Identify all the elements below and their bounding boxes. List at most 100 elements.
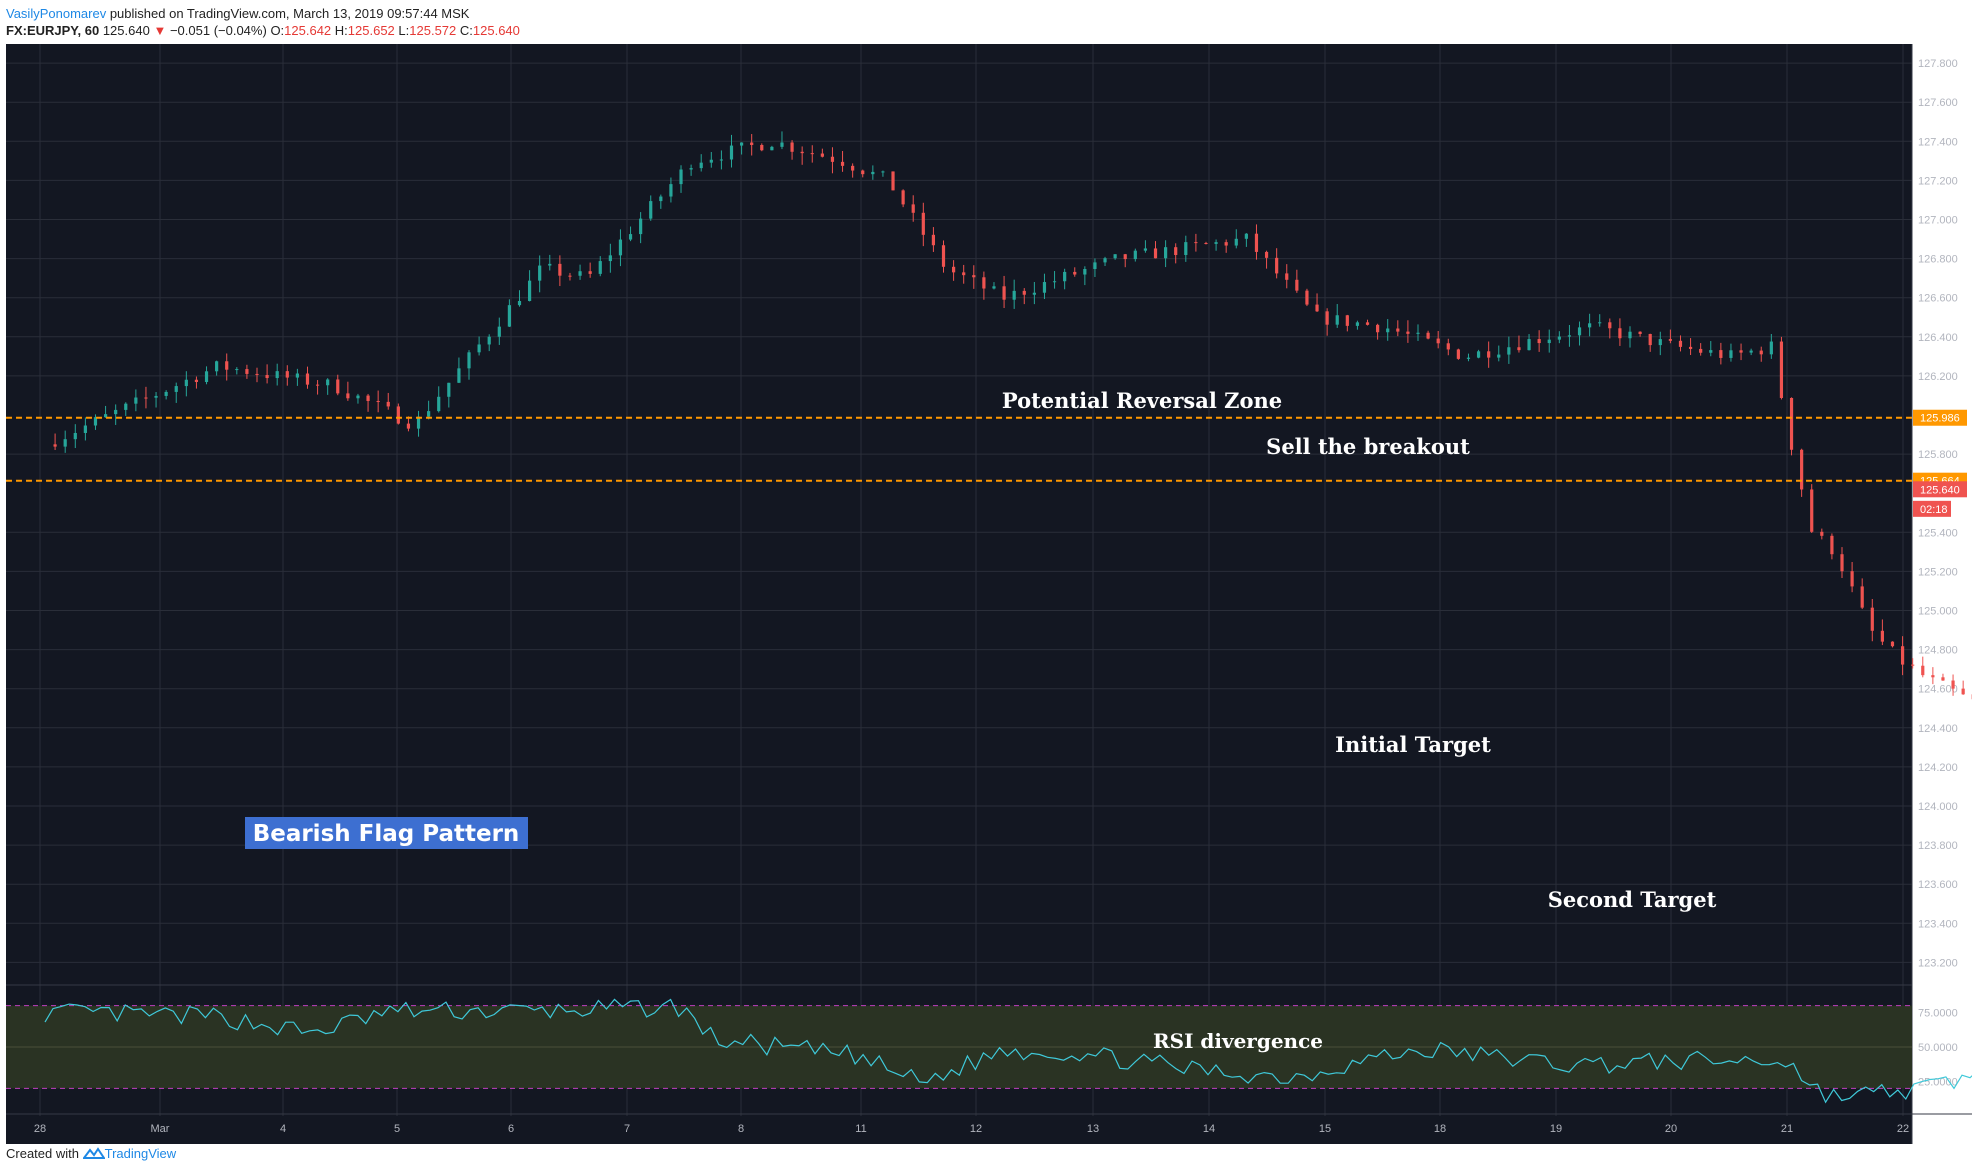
candle-body	[1052, 281, 1057, 283]
candle-body	[295, 373, 299, 378]
candle-body	[901, 190, 905, 205]
price-tick-label: 123.400	[1918, 918, 1958, 930]
time-tick-label: 21	[1781, 1123, 1793, 1135]
tradingview-logo-icon	[81, 1147, 106, 1159]
candle-body	[1184, 242, 1188, 255]
price-tick-label: 126.800	[1918, 254, 1958, 266]
candle-body	[1870, 607, 1874, 631]
candle-body	[53, 444, 57, 447]
candle-body	[416, 416, 421, 429]
price-tick-label: 125.000	[1918, 606, 1958, 618]
last-price: 125.640	[102, 23, 150, 38]
second-target-label: Second Target	[1548, 887, 1717, 912]
candle-body	[1214, 242, 1218, 244]
candle-body	[588, 271, 592, 274]
price-tick-label: 124.400	[1918, 723, 1958, 735]
candle-body	[437, 396, 441, 412]
candle-body	[1588, 323, 1592, 328]
candle-body	[679, 169, 683, 185]
candle-body	[1164, 247, 1168, 259]
candle-body	[396, 406, 400, 424]
candle-body	[952, 266, 956, 273]
candle-body	[1264, 251, 1269, 258]
candle-body	[336, 379, 340, 394]
candle-body	[810, 153, 814, 155]
candle-body	[346, 393, 350, 399]
candle-body	[1628, 331, 1632, 339]
pattern-label-bg	[245, 817, 528, 849]
candle-body	[598, 261, 602, 274]
candle-body	[1113, 254, 1117, 259]
time-tick-label: 14	[1203, 1123, 1215, 1135]
candle-body	[1577, 327, 1582, 336]
candle-body	[1042, 282, 1047, 293]
candle-body	[891, 171, 895, 191]
tradingview-link[interactable]: TradingView	[104, 1146, 177, 1161]
time-tick-label: 18	[1434, 1123, 1446, 1135]
low-label: L:	[398, 23, 410, 38]
price-chart[interactable]: 127.800 127.600 127.400 127.200 127.000 126.8…	[0, 44, 1972, 1144]
candle-body	[305, 373, 310, 385]
rsi-tick-label: 50.0000	[1918, 1042, 1958, 1054]
candle-body	[134, 397, 138, 404]
candle-body	[1376, 324, 1380, 333]
candle-body	[1012, 290, 1016, 300]
candle-body	[931, 234, 936, 246]
candle-body	[881, 171, 885, 173]
candle-body	[1709, 350, 1713, 353]
candle-body	[1386, 328, 1390, 333]
candle-body	[124, 403, 128, 410]
candle-body	[235, 369, 239, 371]
time-tick-label: 19	[1550, 1123, 1562, 1135]
candle-body	[1285, 273, 1289, 280]
price-tick-label: 124.000	[1918, 801, 1958, 813]
candle-body	[1668, 339, 1672, 341]
candle-body	[972, 275, 976, 278]
candle-body	[1487, 351, 1491, 358]
candle-body	[851, 165, 855, 171]
candle-body	[93, 417, 98, 426]
candle-body	[1638, 331, 1642, 334]
price-tick-label: 124.800	[1918, 645, 1958, 657]
price-tick-label: 126.600	[1918, 293, 1958, 305]
candle-body	[517, 300, 522, 306]
candle-body	[1941, 677, 1945, 681]
candle-body	[1527, 339, 1531, 351]
open-value: 125.642	[284, 23, 332, 38]
candle-body	[497, 326, 501, 337]
candle-body	[1133, 250, 1137, 260]
candle-body	[1244, 233, 1248, 239]
candle-body	[1810, 489, 1814, 532]
candle-body	[144, 397, 148, 399]
candle-body	[1598, 322, 1602, 324]
price-tick-label: 127.600	[1918, 97, 1958, 109]
price-tick-label: 127.200	[1918, 175, 1958, 187]
candle-body	[659, 196, 663, 202]
candle-body	[770, 146, 774, 151]
candle-body	[1194, 242, 1198, 244]
price-tick-label: 127.400	[1918, 136, 1958, 148]
sell-breakout-label: Sell the breakout	[1266, 434, 1470, 459]
candle-body	[285, 371, 289, 378]
candle-body	[962, 272, 966, 276]
candle-body	[1032, 292, 1036, 295]
candle-body	[1557, 336, 1561, 340]
candle-body	[527, 280, 532, 301]
candle-body	[1396, 328, 1400, 332]
author-link[interactable]: VasilyPonomarev	[6, 6, 107, 21]
candle-body	[1921, 665, 1925, 676]
rsi-divergence-label: RSI divergence	[1153, 1029, 1323, 1053]
candle-body	[1204, 242, 1208, 244]
candle-body	[1295, 279, 1299, 291]
candle-body	[265, 374, 269, 379]
ohlc-line: FX:EURJPY, 60 125.640 ▼ −0.051 (−0.04%) …	[6, 23, 520, 38]
candle-body	[1547, 339, 1551, 344]
price-change: −0.051 (−0.04%)	[169, 23, 267, 38]
price-label-countdown	[1913, 500, 1951, 517]
candle-body	[1789, 397, 1794, 450]
candle-body	[225, 361, 229, 370]
candle-body	[83, 425, 87, 433]
candle-body	[1507, 347, 1511, 355]
candle-body	[386, 401, 390, 407]
candle-body	[1436, 338, 1440, 344]
